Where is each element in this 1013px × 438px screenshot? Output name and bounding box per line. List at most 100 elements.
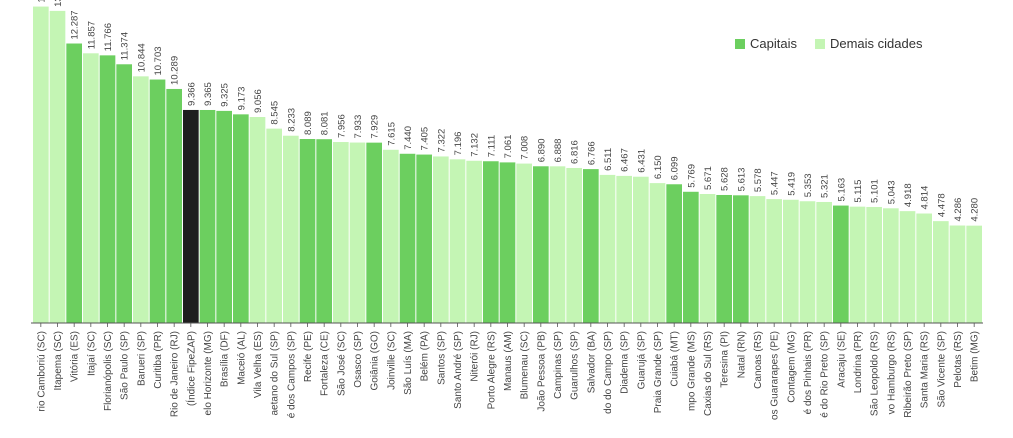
category-label-56: Betim (MG) xyxy=(970,331,981,382)
value-label-39: 5.769 xyxy=(686,164,697,188)
category-label-3: Itajaí (SC) xyxy=(86,331,97,376)
bar-44 xyxy=(766,199,782,323)
bar-24 xyxy=(433,156,449,323)
category-label-26: Niterói (RJ) xyxy=(470,331,481,382)
bar-28 xyxy=(499,162,516,323)
bar-7 xyxy=(149,79,166,323)
bar-19 xyxy=(349,142,366,323)
category-label-14: aetano do Sul (SP) xyxy=(270,331,281,416)
bar-27 xyxy=(483,161,499,323)
bar-10 xyxy=(199,109,216,323)
bar-29 xyxy=(516,163,532,323)
category-label-16: Recife (PE) xyxy=(303,331,314,382)
bar-5 xyxy=(116,64,132,323)
value-label-10: 9.365 xyxy=(203,82,214,106)
value-label-37: 6.150 xyxy=(653,155,664,179)
category-label-9: (Índice FipeZAP) xyxy=(184,331,197,406)
value-label-6: 10.844 xyxy=(136,43,147,72)
value-label-48: 5.163 xyxy=(836,178,847,202)
legend-item-demais-cidades: Demais cidades xyxy=(814,36,922,51)
value-label-22: 7.440 xyxy=(403,126,414,150)
bar-25 xyxy=(449,159,466,323)
value-label-8: 10.289 xyxy=(170,56,181,85)
bar-6 xyxy=(133,76,149,323)
value-label-53: 4.814 xyxy=(920,186,931,210)
category-label-4: Florianópolis (SC) xyxy=(103,331,114,411)
bar-38 xyxy=(666,184,682,323)
category-label-51: vo Hamburgo (RS) xyxy=(886,331,897,414)
legend-swatch-capitais xyxy=(735,38,745,49)
bar-11 xyxy=(216,110,232,323)
bar-4 xyxy=(99,55,116,324)
bar-39 xyxy=(683,191,699,323)
bar-20 xyxy=(366,142,382,323)
category-label-10: elo Horizonte (MG) xyxy=(203,331,214,415)
bar-22 xyxy=(399,153,416,323)
category-label-30: João Pessoa (PB) xyxy=(536,331,547,412)
bar-2 xyxy=(66,43,82,323)
category-label-6: Barueri (SP) xyxy=(136,331,147,386)
value-label-14: 8.545 xyxy=(270,101,281,125)
category-label-47: é do Rio Preto (SP) xyxy=(820,331,831,418)
category-label-31: Campinas (SP) xyxy=(553,331,564,399)
value-label-42: 5.613 xyxy=(736,168,747,192)
value-label-55: 4.286 xyxy=(953,198,964,222)
bar-53 xyxy=(916,213,932,323)
category-label-12: Maceió (AL) xyxy=(236,331,247,385)
value-label-29: 7.008 xyxy=(520,136,531,160)
value-label-32: 6.816 xyxy=(570,140,581,164)
bar-56 xyxy=(966,225,982,323)
bar-3 xyxy=(83,53,99,324)
category-label-8: Rio de Janeiro (RJ) xyxy=(170,331,181,417)
category-label-2: Vitória (ES) xyxy=(70,331,81,382)
category-label-45: Contagem (MG) xyxy=(786,331,797,403)
bar-50 xyxy=(866,206,882,323)
bar-45 xyxy=(783,199,799,323)
category-label-37: Praia Grande (SP) xyxy=(653,331,664,413)
bar-34 xyxy=(599,174,616,323)
bar-13 xyxy=(249,117,266,323)
category-label-13: Vila Velha (ES) xyxy=(253,331,264,398)
bar-35 xyxy=(616,175,632,323)
category-label-23: Belém (PA) xyxy=(420,331,431,381)
bar-0 xyxy=(33,6,49,323)
bar-51 xyxy=(883,208,899,323)
category-label-52: Ribeirão Preto (SP) xyxy=(903,331,914,418)
category-label-5: São Paulo (SP) xyxy=(120,331,131,400)
category-label-40: Caxias do Sul (RS) xyxy=(703,331,714,416)
category-label-0: rio Camboriú (SC) xyxy=(36,331,47,412)
value-label-24: 7.322 xyxy=(436,129,447,153)
value-label-25: 7.196 xyxy=(453,132,464,156)
value-label-28: 7.061 xyxy=(503,135,514,159)
bar-48 xyxy=(833,205,849,323)
bar-41 xyxy=(716,194,732,323)
bar-15 xyxy=(283,135,299,323)
category-label-24: Santos (SP) xyxy=(436,331,447,385)
value-label-30: 6.890 xyxy=(536,138,547,162)
bar-36 xyxy=(633,176,649,323)
bar-43 xyxy=(749,196,766,323)
value-label-52: 4.918 xyxy=(903,183,914,207)
value-label-36: 6.431 xyxy=(636,149,647,173)
category-label-39: mpo Grande (MS) xyxy=(686,331,697,411)
value-label-0: 13.911 xyxy=(36,0,47,3)
category-label-20: Goiânia (GO) xyxy=(370,331,381,390)
category-label-48: Aracaju (SE) xyxy=(836,331,847,388)
bar-23 xyxy=(416,154,432,323)
value-label-54: 4.478 xyxy=(936,193,947,217)
category-label-35: Diadema (SP) xyxy=(620,331,631,394)
category-label-42: Natal (RN) xyxy=(736,331,747,378)
category-label-17: Fortaleza (CE) xyxy=(320,331,331,396)
value-label-33: 6.766 xyxy=(586,141,597,165)
category-label-41: Teresina (PI) xyxy=(720,331,731,388)
bar-42 xyxy=(733,195,749,323)
value-label-11: 9.325 xyxy=(220,83,231,107)
bar-37 xyxy=(649,183,666,323)
value-label-50: 5.101 xyxy=(870,179,881,203)
value-label-38: 6.099 xyxy=(670,156,681,180)
value-label-49: 5.115 xyxy=(853,180,864,203)
value-label-56: 4.280 xyxy=(970,198,981,222)
bar-40 xyxy=(699,194,716,323)
bar-30 xyxy=(533,166,549,323)
category-label-7: Curitiba (PR) xyxy=(153,331,164,389)
